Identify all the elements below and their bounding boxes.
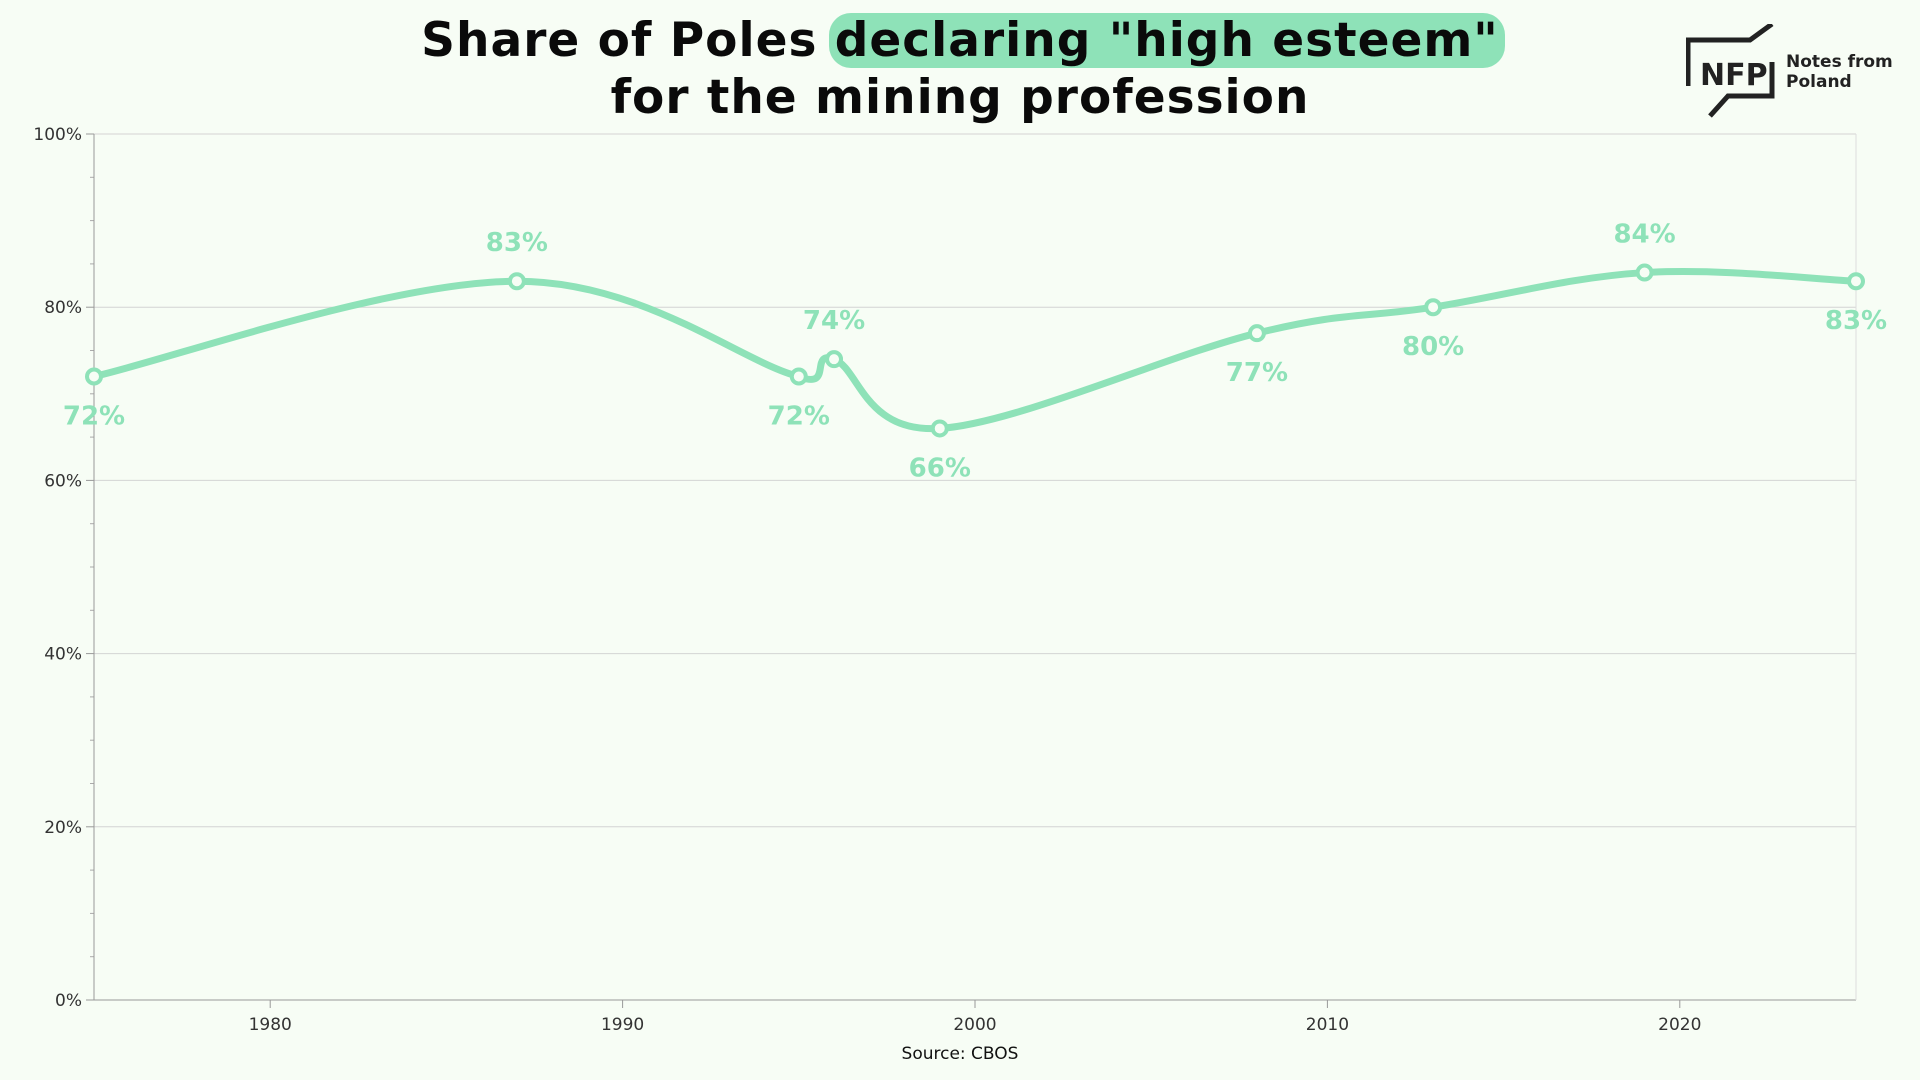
axes: 0% 20% 40% 60% 80% 100% 1980 1990 2000 2010 2020 (33, 125, 1857, 1035)
source-note: Source: CBOS (901, 1044, 1019, 1064)
logo-line-2: Poland (1786, 72, 1852, 92)
data-point (1247, 324, 1266, 343)
data-point (930, 419, 949, 438)
y-tick-label: 100% (33, 125, 82, 145)
data-point (789, 367, 808, 386)
brand-logo: NFP Notes from Poland (1685, 21, 1893, 120)
title-line-2: for the mining profession (610, 70, 1310, 125)
x-tick-label: 1980 (249, 1015, 292, 1035)
y-tick-label: 20% (44, 818, 82, 838)
data-label: 66% (909, 453, 971, 483)
data-point (507, 272, 526, 291)
chart-title: Share of Poles declaring "high esteem" f… (0, 12, 1920, 126)
nfp-logo-icon: NFP (1685, 21, 1775, 118)
data-label: 83% (1825, 306, 1887, 336)
logo-text: Notes from Poland (1786, 52, 1893, 92)
data-label: 84% (1613, 220, 1675, 250)
gridlines (94, 133, 1856, 828)
title-highlight: declaring "high esteem" (828, 13, 1505, 68)
data-label: 80% (1402, 332, 1464, 362)
data-label: 83% (486, 228, 548, 258)
y-tick-label: 60% (44, 471, 82, 491)
data-point (85, 367, 103, 386)
data-label: 74% (803, 306, 865, 336)
series-line (90, 268, 1860, 432)
logo-mark: NFP (1700, 58, 1768, 93)
title-text: Share of Poles (421, 13, 835, 68)
title-line-1: Share of Poles declaring "high esteem" (0, 12, 1920, 69)
data-points (85, 263, 1865, 438)
data-label: 72% (768, 401, 830, 431)
data-label: 77% (1226, 358, 1288, 388)
series-path (90, 268, 1860, 432)
x-tick-label: 1990 (601, 1015, 644, 1035)
y-tick-label: 0% (55, 991, 82, 1011)
data-point (1635, 263, 1654, 282)
y-tick-label: 80% (44, 298, 82, 318)
data-point (825, 350, 844, 369)
x-tick-label: 2020 (1658, 1015, 1701, 1035)
data-point (1424, 298, 1443, 317)
logo-line-1: Notes from (1786, 52, 1893, 72)
x-tick-label: 2010 (1306, 1015, 1349, 1035)
data-labels: 72% 83% 72% 74% 66% 77% 80% 84% 83% (63, 220, 1887, 484)
y-tick-label: 40% (44, 645, 82, 665)
x-tick-label: 2000 (953, 1015, 996, 1035)
data-label: 72% (63, 401, 125, 431)
data-point (1847, 272, 1865, 291)
